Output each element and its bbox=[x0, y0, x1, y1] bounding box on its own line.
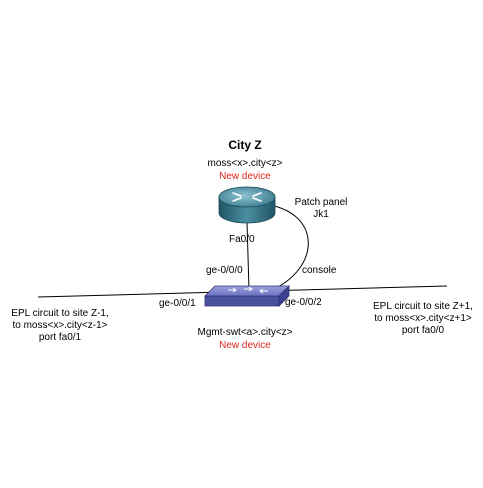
right-circuit-line1: EPL circuit to site Z+1, bbox=[373, 301, 473, 312]
left-circuit-line1: EPL circuit to site Z-1, bbox=[11, 308, 109, 319]
router-icon bbox=[218, 186, 276, 224]
console-label: console bbox=[302, 265, 337, 276]
site-title: City Z bbox=[228, 138, 262, 152]
console-cable bbox=[269, 204, 309, 289]
switch-icon bbox=[204, 285, 290, 307]
router-status-badge: New device bbox=[219, 171, 271, 182]
patch-panel-label: Patch panel bbox=[294, 197, 348, 208]
left-circuit-line3: port fa0/1 bbox=[38, 332, 82, 343]
patch-panel-jack-label: Jk1 bbox=[313, 209, 329, 220]
switch-port-left-label: ge-0/0/1 bbox=[159, 298, 196, 309]
right-circuit-line3: port fa0/0 bbox=[401, 325, 445, 336]
left-circuit-line2: to moss<x>.city<z-1> bbox=[12, 320, 108, 331]
router-hostname: moss<x>.city<z> bbox=[207, 158, 283, 169]
switch-status-badge: New device bbox=[219, 340, 271, 351]
switch-port-right-label: ge-0/0/2 bbox=[285, 297, 322, 308]
switch-uplink-port-label: ge-0/0/0 bbox=[206, 265, 243, 276]
switch-hostname: Mgmt-swt<a>.city<z> bbox=[197, 327, 293, 338]
router-port-label: Fa0/0 bbox=[229, 234, 255, 245]
right-circuit-line2: to moss<x>.city<z+1> bbox=[374, 313, 472, 324]
router-switch-link bbox=[246, 221, 250, 291]
